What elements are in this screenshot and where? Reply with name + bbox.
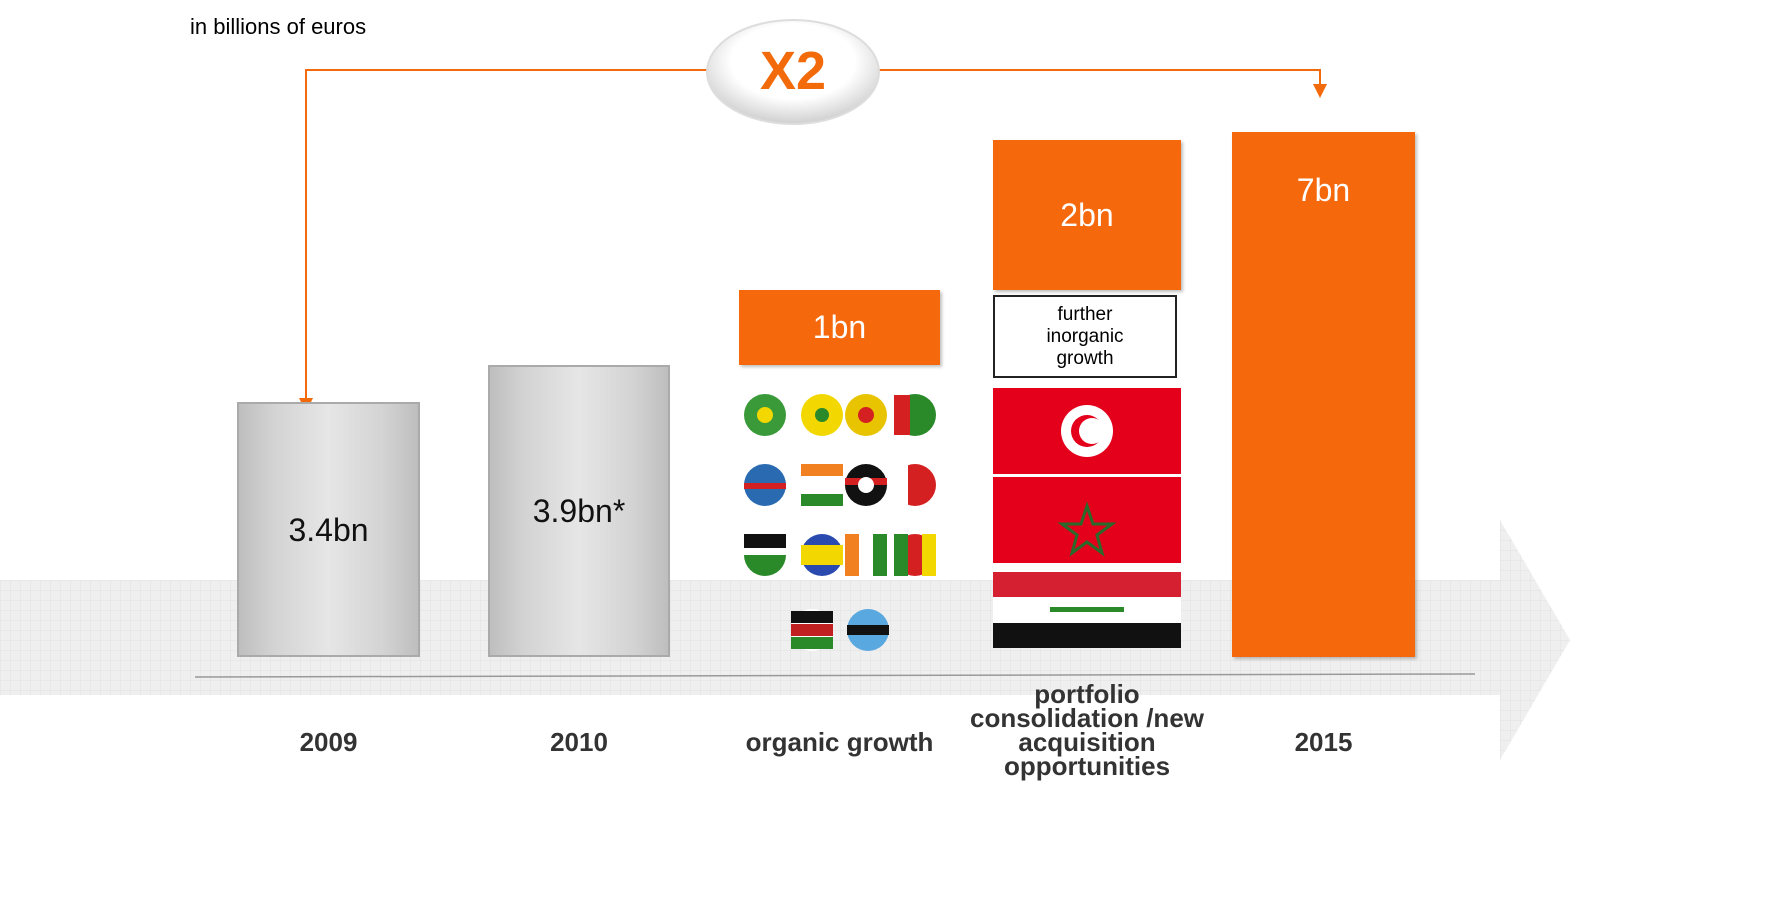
value-label: 3.9bn* bbox=[532, 492, 626, 529]
x-tick-label: portfolio consolidation /new acquisition… bbox=[969, 679, 1204, 781]
badge bbox=[706, 19, 880, 125]
note: further inorganic growth bbox=[993, 295, 1177, 378]
bar bbox=[739, 289, 940, 365]
arrowhead bbox=[1313, 84, 1327, 98]
bar bbox=[488, 364, 670, 657]
subtitle: in billions of euros bbox=[190, 14, 367, 39]
x-tick-label: organic growth bbox=[745, 727, 934, 757]
x-tick-label: 2010 bbox=[550, 727, 608, 757]
bar bbox=[1232, 132, 1415, 657]
baseline bbox=[194, 673, 1476, 678]
flags bbox=[744, 388, 1181, 651]
value-label: 7bn bbox=[1296, 172, 1351, 208]
value-label: 1bn bbox=[812, 309, 867, 345]
bar bbox=[237, 402, 420, 657]
value-label: 3.4bn bbox=[288, 511, 369, 548]
x-tick-label: 2015 bbox=[1294, 727, 1353, 757]
bar bbox=[993, 139, 1181, 290]
annotation: X2 bbox=[759, 41, 827, 101]
value-label: 2bn bbox=[1060, 196, 1114, 233]
x-tick-label: 2009 bbox=[299, 727, 358, 757]
